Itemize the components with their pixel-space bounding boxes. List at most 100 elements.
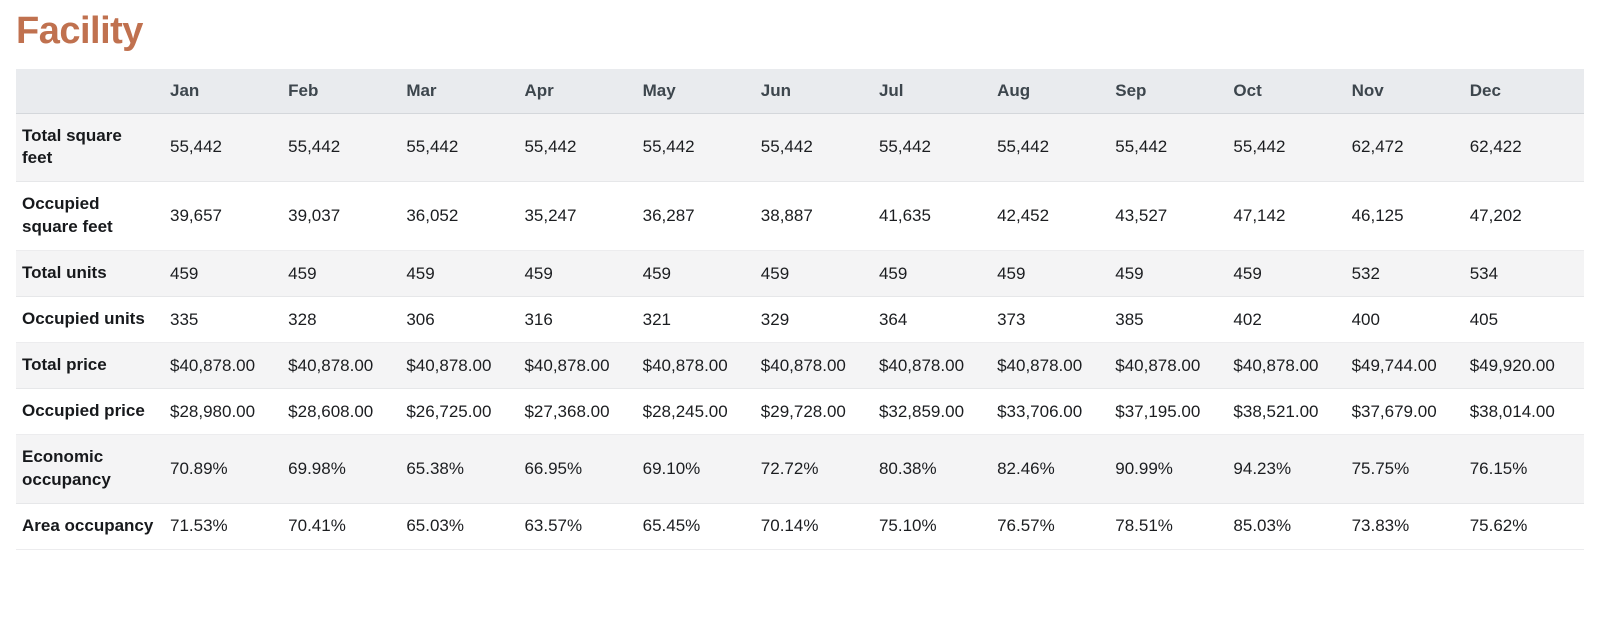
table-cell: 55,442: [760, 137, 813, 157]
table-cell: $28,980.00: [170, 401, 256, 421]
column-header-jun: Jun: [756, 68, 875, 114]
column-header-sep: Sep: [1111, 68, 1230, 114]
table-row: Total price $40,878.00 $40,878.00 $40,878.0…: [16, 342, 1584, 389]
table-cell: $49,920.00: [1469, 355, 1555, 375]
facility-table: Jan Feb Mar Apr May Jun Jul Aug Sep Oct Nov Dec Tot…: [16, 68, 1584, 550]
table-cell: 373: [997, 309, 1026, 329]
row-label: Total units: [22, 263, 107, 283]
table-cell: $40,878.00: [288, 355, 374, 375]
table-cell: 46,125: [1351, 206, 1404, 226]
table-cell: 55,442: [878, 137, 931, 157]
table-cell: 328: [288, 309, 317, 329]
table-row: Occupied square feet 39,657 39,037 36,052 35…: [16, 182, 1584, 251]
row-label: Occupied units: [22, 309, 145, 329]
table-cell: 534: [1469, 263, 1499, 283]
table-cell: 71.53%: [170, 516, 228, 536]
table-cell: $38,521.00: [1233, 401, 1319, 421]
table-cell: $40,878.00: [1115, 355, 1201, 375]
table-cell: 75.10%: [878, 516, 937, 536]
table-cell: 39,037: [288, 206, 341, 226]
table-cell: $28,245.00: [642, 401, 728, 421]
column-header-may: May: [638, 68, 757, 114]
table-cell: 65.38%: [406, 458, 464, 478]
table-row: Area occupancy 71.53% 70.41% 65.03% 63.57% 65…: [16, 503, 1584, 550]
table-cell: 532: [1351, 263, 1380, 283]
table-cell: 70.14%: [760, 516, 819, 536]
table-cell: 70.89%: [170, 458, 228, 478]
column-header-apr: Apr: [520, 68, 639, 114]
row-label: Total square feet: [22, 125, 122, 168]
table-cell: 72.72%: [760, 458, 819, 478]
table-body: Total square feet 55,442 55,442 55,442 55,44…: [16, 113, 1584, 550]
table-cell: 459: [1233, 263, 1262, 283]
table-cell: $40,878.00: [1233, 355, 1319, 375]
table-cell: 405: [1469, 309, 1499, 329]
table-cell: $37,195.00: [1115, 401, 1201, 421]
table-cell: 65.03%: [406, 516, 464, 536]
table-cell: 55,442: [170, 137, 222, 157]
column-header-mar: Mar: [402, 68, 521, 114]
table-cell: $40,878.00: [997, 355, 1083, 375]
table-cell: 63.57%: [524, 516, 583, 536]
table-cell: 55,442: [288, 137, 341, 157]
table-cell: 55,442: [642, 137, 695, 157]
table-cell: 55,442: [997, 137, 1050, 157]
table-cell: 55,442: [524, 137, 577, 157]
table-row: Occupied price $28,980.00 $28,608.00 $26,72…: [16, 389, 1584, 435]
table-cell: $33,706.00: [997, 401, 1083, 421]
table-cell: $40,878.00: [878, 355, 965, 375]
table-cell: 55,442: [1115, 137, 1168, 157]
row-label: Economic occupancy: [22, 447, 111, 489]
table-cell: $29,728.00: [760, 401, 846, 421]
table-cell: $40,878.00: [524, 355, 610, 375]
table-cell: 306: [406, 309, 435, 329]
table-cell: 459: [170, 263, 199, 283]
facility-page: Facility Jan Feb Mar Apr May Jun Jul Aug Sep Oct N…: [16, 10, 1584, 550]
column-header-oct: Oct: [1229, 68, 1348, 114]
table-cell: 94.23%: [1233, 458, 1292, 478]
table-cell: 400: [1351, 309, 1380, 329]
table-cell: $40,878.00: [760, 355, 846, 375]
table-cell: 62,472: [1351, 137, 1404, 157]
table-cell: 459: [997, 263, 1026, 283]
table-cell: 459: [1115, 263, 1144, 283]
table-row: Total units 459 459 459 459 459 459 459 459 459 45…: [16, 250, 1584, 297]
column-header-feb: Feb: [284, 68, 403, 114]
table-cell: 62,422: [1469, 137, 1522, 157]
table-row: Occupied units 335 328 306 316 321 329 364 373 38…: [16, 297, 1584, 343]
table-cell: 36,052: [406, 206, 459, 226]
table-cell: 35,247: [524, 206, 577, 226]
table-row: Total square feet 55,442 55,442 55,442 55,44…: [16, 113, 1584, 182]
table-cell: 80.38%: [878, 458, 937, 478]
table-cell: 55,442: [1233, 137, 1286, 157]
table-cell: $40,878.00: [642, 355, 728, 375]
table-cell: 321: [642, 309, 671, 329]
table-cell: 39,657: [170, 206, 222, 226]
table-cell: 70.41%: [288, 516, 346, 536]
table-cell: 364: [878, 309, 908, 329]
table-cell: 75.75%: [1351, 458, 1410, 478]
table-cell: 459: [288, 263, 317, 283]
table-cell: 38,887: [760, 206, 813, 226]
table-cell: 43,527: [1115, 206, 1168, 226]
table-cell: $38,014.00: [1469, 401, 1555, 421]
table-cell: $49,744.00: [1351, 355, 1437, 375]
table-cell: 459: [406, 263, 435, 283]
table-cell: 41,635: [878, 206, 931, 226]
table-cell: 69.10%: [642, 458, 701, 478]
table-cell: 402: [1233, 309, 1262, 329]
table-cell: 65.45%: [642, 516, 701, 536]
table-cell: $37,679.00: [1351, 401, 1437, 421]
table-cell: 335: [170, 309, 199, 329]
table-cell: 459: [760, 263, 790, 283]
table-cell: 66.95%: [524, 458, 583, 478]
column-header-jul: Jul: [874, 68, 994, 114]
table-cell: 73.83%: [1351, 516, 1410, 536]
table-cell: 82.46%: [997, 458, 1055, 478]
table-cell: 459: [642, 263, 671, 283]
table-cell: 459: [878, 263, 908, 283]
table-cell: 459: [524, 263, 553, 283]
row-label: Total price: [22, 355, 107, 375]
column-header-dec: Dec: [1465, 68, 1584, 114]
table-cell: $40,878.00: [406, 355, 492, 375]
